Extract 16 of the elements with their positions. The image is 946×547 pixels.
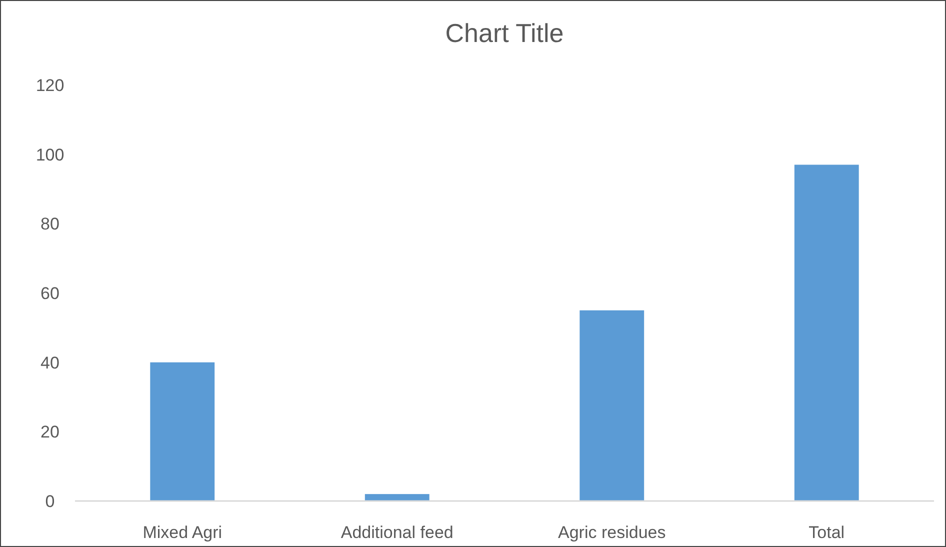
y-tick-label: 0 bbox=[45, 492, 55, 511]
x-tick-label: Additional feed bbox=[340, 523, 454, 542]
bar bbox=[580, 310, 644, 501]
y-tick-label: 40 bbox=[40, 353, 60, 372]
y-tick-label: 60 bbox=[40, 284, 60, 303]
y-tick-label: 120 bbox=[36, 76, 64, 95]
x-tick-label: Agric residues bbox=[558, 523, 666, 542]
bar bbox=[364, 494, 430, 501]
y-tick-label: 100 bbox=[36, 145, 64, 164]
y-tick-label: 80 bbox=[40, 214, 60, 234]
y-tick-label: 20 bbox=[40, 422, 60, 442]
x-tick-label: Total bbox=[808, 523, 845, 542]
chart-title: Chart Title bbox=[445, 18, 564, 48]
bar bbox=[150, 362, 215, 501]
x-tick-label: Mixed Agri bbox=[142, 523, 222, 542]
bar bbox=[794, 164, 859, 501]
